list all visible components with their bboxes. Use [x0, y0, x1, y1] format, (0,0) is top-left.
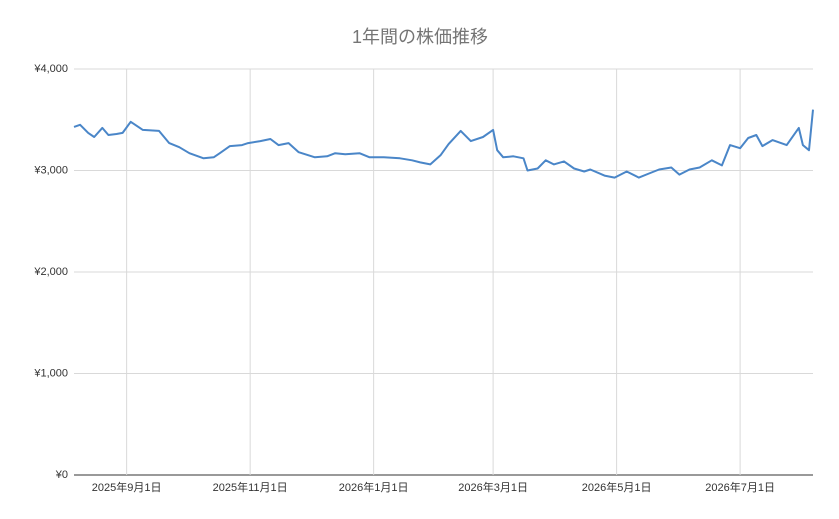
chart-title: 1年間の株価推移: [352, 27, 488, 47]
y-tick-label: ¥2,000: [33, 266, 68, 278]
x-tick-label: 2025年11月1日: [213, 480, 288, 494]
x-tick-label: 2026年1月1日: [339, 480, 409, 494]
x-tick-label: 2026年3月1日: [458, 480, 528, 494]
y-tick-label: ¥1,000: [33, 367, 68, 379]
y-tick-label: ¥4,000: [33, 63, 68, 75]
x-tick-label: 2026年5月1日: [582, 480, 652, 494]
x-tick-label: 2025年9月1日: [92, 480, 162, 494]
y-tick-label: ¥3,000: [33, 164, 68, 176]
x-tick-label: 2026年7月1日: [705, 480, 775, 494]
line-series: [73, 109, 814, 179]
y-tick-label: ¥0: [55, 469, 68, 481]
